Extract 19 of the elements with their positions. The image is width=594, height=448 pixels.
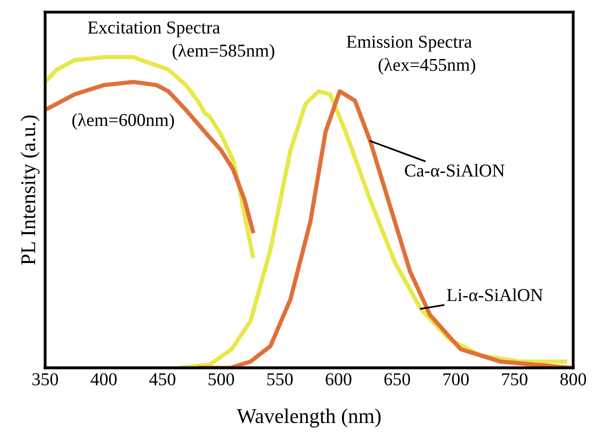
x-tick-label: 600 xyxy=(326,373,352,386)
x-tick-label: 550 xyxy=(267,373,293,386)
x-tick-label: 750 xyxy=(502,373,528,386)
x-tick-label: 500 xyxy=(208,373,234,386)
x-tick-label: 650 xyxy=(384,373,410,386)
x-tick-label: 350 xyxy=(32,373,58,386)
series-label: Li-α-SiAlON xyxy=(446,288,543,302)
x-axis-title: Wavelength (nm) xyxy=(236,408,381,428)
x-tick-label: 400 xyxy=(90,373,117,386)
y-axis-title: PL Intensity (a.u.) xyxy=(20,115,40,265)
x-tick-label: 450 xyxy=(149,373,176,386)
text: Emission Spectra xyxy=(346,36,472,52)
annotation: (λex=455nm) xyxy=(378,58,476,75)
series-label: Ca-α-SiAlON xyxy=(404,164,505,177)
series-label: (λem=600nm) xyxy=(72,113,174,130)
series-label: (λem=585nm) xyxy=(172,44,274,60)
x-tick-label: 700 xyxy=(444,373,469,386)
text: Excitation Spectra xyxy=(88,21,220,38)
x-tick-label: 800 xyxy=(560,373,586,386)
